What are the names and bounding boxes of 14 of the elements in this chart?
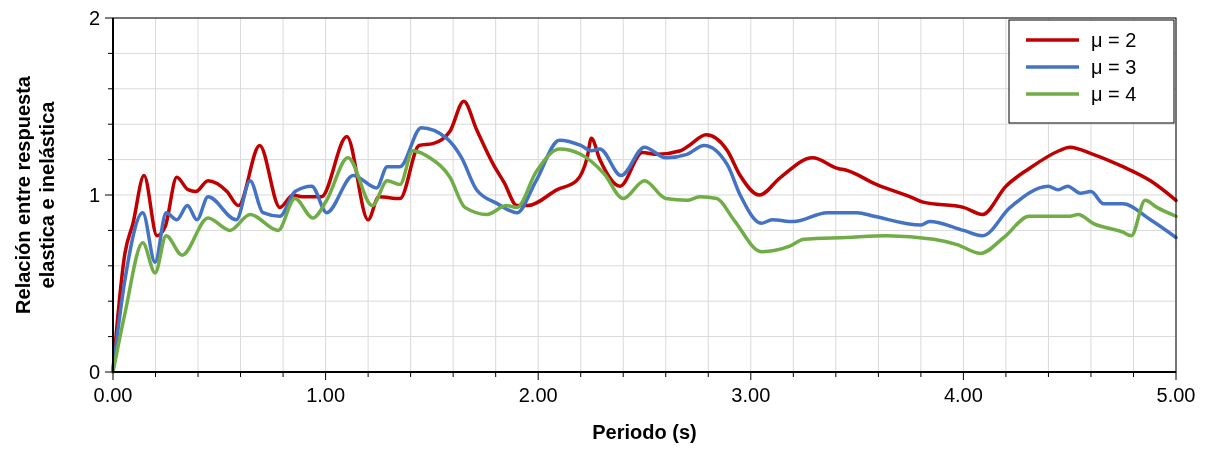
legend-label: μ = 3 — [1091, 56, 1137, 78]
y-axis-title: Relación entre respuesta elastica e inelástica — [12, 75, 58, 314]
y-tick-label: 1 — [88, 184, 100, 206]
x-axis-title: Periodo (s) — [592, 421, 697, 443]
y-tick-label: 2 — [88, 7, 100, 29]
x-tick-label: 1.00 — [306, 384, 346, 406]
x-tick-label: 5.00 — [1156, 384, 1196, 406]
x-tick-label: 4.00 — [943, 384, 983, 406]
y-tick-label: 0 — [88, 361, 100, 383]
legend-label: μ = 2 — [1091, 29, 1137, 51]
legend-label: μ = 4 — [1091, 83, 1137, 105]
x-tick-label: 2.00 — [518, 384, 558, 406]
x-tick-label: 3.00 — [731, 384, 771, 406]
x-tick-label: 0.00 — [93, 384, 133, 406]
